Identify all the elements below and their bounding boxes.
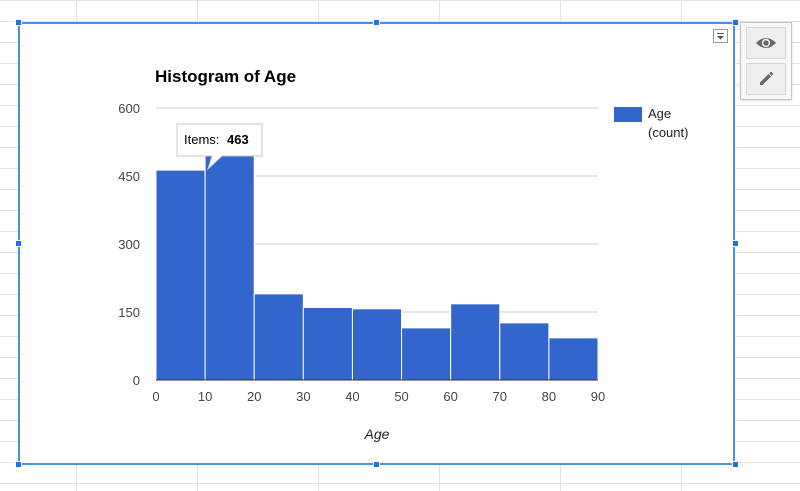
tooltip-box [176,123,263,171]
y-axis-ticks: 0 150 300 450 600 [118,101,140,388]
histogram-bar[interactable] [204,148,255,381]
x-tick-label: 20 [247,389,261,404]
eye-icon [756,38,776,48]
x-tick-label: 0 [152,389,159,404]
histogram-bar[interactable] [499,322,550,381]
histogram-bar[interactable] [401,327,452,381]
x-tick-label: 70 [493,389,507,404]
x-tick-label: 10 [198,389,212,404]
tooltip-label: Items: [184,132,219,147]
y-tick-label: 0 [133,373,140,388]
legend-swatch [614,107,642,122]
x-tick-label: 90 [591,389,605,404]
pencil-icon [760,71,774,85]
histogram-bar[interactable] [450,303,501,381]
histogram-bar[interactable] [253,293,304,381]
resize-handle-top[interactable] [373,19,380,26]
x-axis-label: Age [364,426,390,442]
x-tick-label: 40 [345,389,359,404]
chart-side-toolbar [740,22,792,100]
y-tick-label: 450 [118,169,140,184]
edit-button[interactable] [746,63,786,95]
resize-handle-bottom-right[interactable] [732,461,739,468]
tooltip: Items: 463 [176,123,263,171]
histogram-bar[interactable] [302,306,353,381]
view-button[interactable] [746,27,786,59]
bars [155,148,599,381]
x-axis-ticks: 0 10 20 30 40 50 60 70 80 90 [152,389,605,404]
resize-handle-right[interactable] [732,240,739,247]
x-tick-label: 30 [296,389,310,404]
resize-handle-left[interactable] [15,240,22,247]
histogram-bar[interactable] [548,337,599,381]
tooltip-text: Items: 463 [184,132,249,147]
histogram-bar[interactable] [351,308,403,381]
legend: Age (count) [614,106,688,140]
legend-label-line-1: Age [648,106,671,121]
chart-menu-button[interactable] [713,29,728,43]
chevron-down-icon [717,32,724,39]
x-tick-label: 60 [443,389,457,404]
resize-handle-top-right[interactable] [732,19,739,26]
x-tick-label: 50 [394,389,408,404]
y-tick-label: 300 [118,237,140,252]
x-tick-label: 80 [542,389,556,404]
resize-handle-top-left[interactable] [15,19,22,26]
tooltip-value: 463 [227,132,249,147]
chart-title: Histogram of Age [155,67,296,86]
legend-label: Age (count) [648,106,688,140]
histogram-bar[interactable] [155,169,206,381]
resize-handle-bottom-left[interactable] [15,461,22,468]
resize-handle-bottom[interactable] [373,461,380,468]
legend-label-line-2: (count) [648,125,688,140]
y-tick-label: 150 [118,305,140,320]
y-tick-label: 600 [118,101,140,116]
